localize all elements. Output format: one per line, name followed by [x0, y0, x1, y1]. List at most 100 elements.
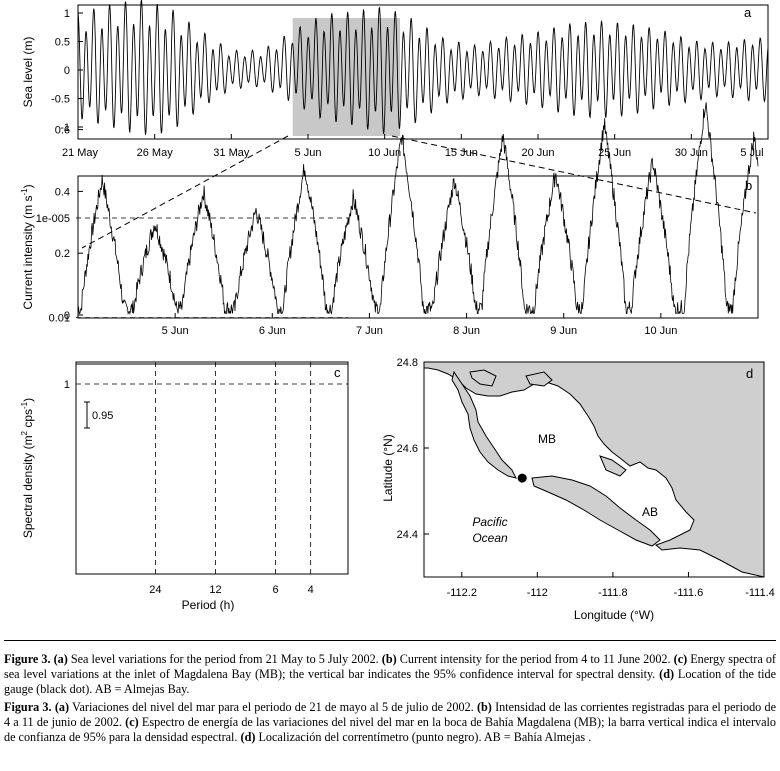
map-label-mb: MB	[538, 432, 556, 446]
caption-en-b-tag: (b)	[381, 652, 397, 666]
panel-d-x-tick-label: -112	[527, 587, 548, 599]
panel-b-y-tick-label: 0.6	[55, 125, 70, 137]
panel-a: 1 0.5 0 -0.5 -1 21 May 26 May 31 May 5 Jun 10 Ju…	[21, 0, 769, 159]
island-mid	[525, 371, 553, 387]
panel-d-x-tick-label: -111.4	[745, 587, 775, 599]
caption-es-b-tag: (b)	[476, 700, 492, 714]
panel-b-frame	[77, 175, 759, 319]
panel-d-x-tick-label: -112.2	[447, 587, 477, 599]
panel-a-x-tick-label: 5 Jun	[295, 147, 322, 159]
panel-d-y-ticks: 24.8 24.6 24.4	[397, 357, 429, 541]
zoom-connector-left	[81, 135, 289, 249]
panel-d-y-tick-label: 24.6	[397, 443, 418, 455]
panel-a-x-tick-label: 5 Jul	[740, 147, 763, 159]
panel-c-frame	[75, 361, 349, 575]
panel-c-x-tick-label: 24	[149, 584, 161, 596]
caption-en-c-tag: (c)	[673, 652, 688, 666]
panel-b-x-tick-label: 10 Jun	[644, 325, 677, 337]
figure-3: 1 0.5 0 -0.5 -1 21 May 26 May 31 May 5 Jun 10 Ju…	[20, 0, 775, 622]
panel-c-x-tick-label: 12	[209, 584, 221, 596]
panel-b-y-ticks: 0.6 0.4 0.2 0	[55, 125, 83, 322]
panel-a-x-tick-label: 20 Jun	[521, 147, 554, 159]
panel-a-y-tick-label: 0.5	[55, 37, 70, 49]
panel-b-x-tick-label: 8 Jun	[453, 325, 480, 337]
zoom-connector-right	[391, 135, 757, 214]
map-label-ocean-1: Pacific	[472, 515, 507, 529]
caption-es-a-tag: (a)	[54, 700, 70, 714]
panel-a-x-tick-label: 30 Jun	[675, 147, 708, 159]
panel-c: 1 0.01 1e-005 24 12 6 4 0.95 c Period (h) Spe…	[20, 213, 349, 612]
island-north	[469, 369, 497, 387]
panel-b-y-tick-label: 0.2	[55, 248, 70, 260]
panel-a-y-tick-label: 1	[64, 8, 70, 20]
panel-c-y-tick-label: 1	[64, 379, 70, 391]
caption-en-figure: Figure 3.	[4, 652, 51, 666]
mainland	[423, 361, 765, 578]
panel-b: 0.6 0.4 0.2 0 5 Jun 6 Jun 7 Jun 8 Jun 9 Jun 10 J…	[20, 102, 759, 337]
inner-shoal	[599, 455, 627, 477]
panel-c-letter: c	[334, 365, 341, 380]
panel-d-y-label: Latitude (°N)	[381, 434, 395, 502]
caption-english: Figure 3. (a) Sea level variations for t…	[4, 652, 776, 698]
panel-a-frame	[77, 4, 769, 140]
panel-b-x-tick-label: 7 Jun	[356, 325, 383, 337]
caption-spanish: Figura 3. (a) Variaciones del nivel del …	[4, 700, 776, 746]
panel-a-y-tick-label: 0	[64, 65, 70, 77]
panel-d-frame	[423, 361, 765, 578]
panel-c-y-label: Spectral density (m2 cps-1)	[20, 398, 35, 538]
panel-b-y-unit-sup: -1	[20, 188, 29, 196]
panel-c-y-label-end: )	[21, 398, 35, 402]
panel-a-x-tick-label: 31 May	[213, 147, 250, 159]
panel-d-x-ticks: -112.2 -112 -111.8 -111.6 -111.4	[447, 572, 775, 599]
panel-c-x-tick-label: 4	[308, 584, 314, 596]
caption-en-b-text: Current intensity for the period from 4 …	[396, 652, 674, 666]
panel-a-x-tick-label: 25 Jun	[598, 147, 631, 159]
panel-b-y-tick-label: 0.4	[55, 186, 70, 198]
panel-d-x-label: Longitude (°W)	[574, 608, 654, 622]
panel-d-x-tick-label: -111.6	[674, 587, 704, 599]
panel-b-x-tick-label: 6 Jun	[259, 325, 286, 337]
caption-en-d-tag: (d)	[659, 667, 675, 682]
caption-es-a-text: Variaciones del nivel del mar para el pe…	[69, 700, 477, 714]
caption-es-figure: Figura 3.	[4, 700, 52, 714]
panel-c-x-ticks: 24 12 6 4	[149, 584, 313, 596]
panel-d-letter: d	[746, 366, 753, 381]
panel-a-x-tick-label: 15 Jun	[445, 147, 478, 159]
caption-es-d-tag: (d)	[240, 730, 256, 745]
map-label-ocean-2: Ocean	[472, 531, 508, 545]
panel-d-x-tick-label: -111.8	[598, 587, 628, 599]
caption-es-b-text: Intensidad de las corrientes registradas…	[4, 700, 777, 730]
panel-a-letter: a	[744, 5, 752, 20]
panel-b-y-unit-end: )	[21, 184, 35, 188]
panel-c-grid	[76, 217, 348, 574]
panel-a-y-tick-label: -0.5	[51, 94, 70, 106]
panel-b-y-tick-label: 0	[64, 310, 70, 322]
caption-en-c-text: Energy spectra of sea level variations a…	[4, 652, 776, 682]
sea-level-trace	[77, 0, 769, 135]
confidence-interval-label: 0.95	[92, 410, 113, 422]
panel-c-y-label-base: Spectral density (m	[21, 435, 35, 538]
panel-b-x-tick-label: 9 Jun	[550, 325, 577, 337]
panel-a-y-tick-label: -1	[60, 122, 70, 134]
panel-c-x-tick-label: 6	[272, 584, 278, 596]
panel-c-y-label-sup2: -1	[20, 401, 29, 409]
panel-b-y-label: Current intensity (m s-1)	[20, 184, 35, 309]
caption-es-c-text: Espectro de energía de las variaciones d…	[4, 715, 776, 745]
panel-c-y-label-mid: cps	[21, 409, 35, 431]
panel-d-y-tick-label: 24.8	[397, 357, 418, 369]
isla-magdalena	[451, 370, 517, 479]
caption-es-d-text: Localización del correntímetro (punto ne…	[255, 730, 592, 745]
caption-es-c-tag: (c)	[125, 715, 139, 730]
panel-a-x-tick-label: 26 May	[137, 147, 174, 159]
panel-d-y-tick-label: 24.4	[397, 529, 418, 541]
panel-b-y-unit: (m s	[21, 196, 35, 219]
panel-a-y-label: Sea level (m)	[21, 37, 35, 108]
panel-c-y-ticks: 1 0.01 1e-005	[36, 213, 70, 391]
panel-a-y-ticks: 1 0.5 0 -0.5 -1	[51, 8, 83, 134]
panel-c-y-label-sup1: 2	[20, 430, 29, 435]
map-label-ab: AB	[642, 505, 658, 519]
panel-c-y-tick-label: 1e-005	[36, 213, 70, 225]
panel-a-x-ticks: 21 May 26 May 31 May 5 Jun 10 Jun 15 Jun 20 Ju…	[62, 134, 769, 159]
current-intensity-trace	[77, 102, 759, 316]
panel-b-x-tick-label: 5 Jun	[162, 325, 189, 337]
